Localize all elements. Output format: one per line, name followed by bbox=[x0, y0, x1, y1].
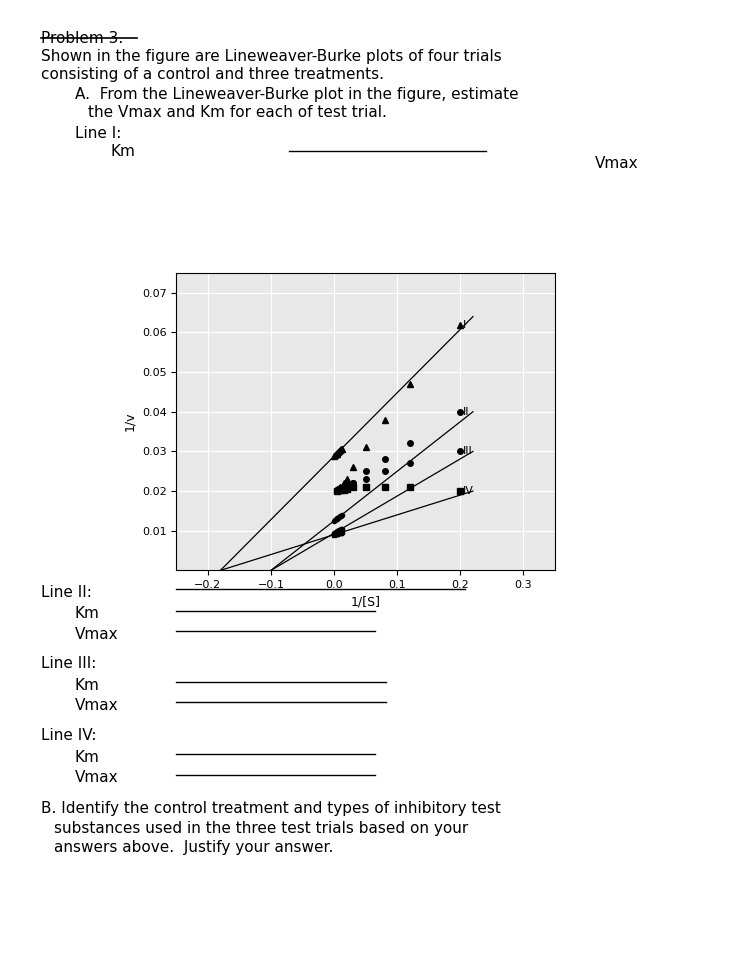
Text: substances used in the three test trials based on your: substances used in the three test trials… bbox=[54, 821, 468, 836]
Text: Vmax: Vmax bbox=[75, 627, 118, 642]
Text: I: I bbox=[463, 320, 466, 330]
Text: II: II bbox=[463, 407, 470, 416]
Text: Km: Km bbox=[75, 606, 100, 621]
Text: Problem 3.: Problem 3. bbox=[41, 31, 124, 46]
Text: Shown in the figure are Lineweaver-Burke plots of four trials: Shown in the figure are Lineweaver-Burke… bbox=[41, 49, 502, 63]
Text: Line IV:: Line IV: bbox=[41, 728, 97, 743]
Text: IV: IV bbox=[463, 487, 474, 496]
Text: Line II:: Line II: bbox=[41, 585, 92, 600]
Text: Vmax: Vmax bbox=[75, 770, 118, 785]
Text: Line III:: Line III: bbox=[41, 656, 97, 671]
Text: Vmax: Vmax bbox=[75, 698, 118, 713]
Text: A.  From the Lineweaver-Burke plot in the figure, estimate: A. From the Lineweaver-Burke plot in the… bbox=[75, 87, 519, 101]
Text: Line I:: Line I: bbox=[75, 126, 122, 140]
Text: B. Identify the control treatment and types of inhibitory test: B. Identify the control treatment and ty… bbox=[41, 801, 501, 816]
Text: Km: Km bbox=[75, 678, 100, 692]
Y-axis label: 1/v: 1/v bbox=[123, 411, 136, 431]
Text: III: III bbox=[463, 447, 472, 456]
Text: Vmax: Vmax bbox=[595, 156, 638, 171]
Text: answers above.  Justify your answer.: answers above. Justify your answer. bbox=[54, 840, 333, 855]
Text: consisting of a control and three treatments.: consisting of a control and three treatm… bbox=[41, 67, 384, 82]
Text: the Vmax and Km for each of test trial.: the Vmax and Km for each of test trial. bbox=[88, 105, 387, 120]
Text: Km: Km bbox=[111, 144, 136, 159]
Text: Km: Km bbox=[75, 750, 100, 764]
X-axis label: 1/[S]: 1/[S] bbox=[350, 596, 380, 608]
